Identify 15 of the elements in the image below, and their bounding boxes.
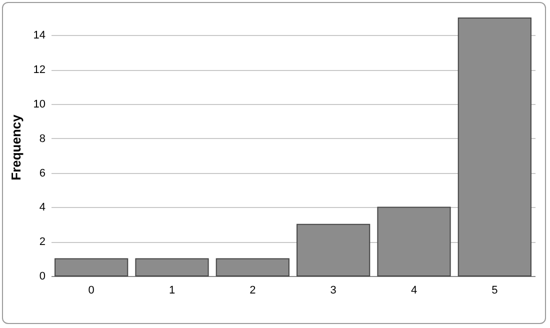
y-tick-label: 6 (39, 167, 46, 180)
x-tick-label: 1 (168, 284, 176, 296)
y-tick-label: 4 (39, 202, 46, 214)
y-tick-label: 2 (39, 236, 46, 248)
y-tick-label: 14 (33, 30, 46, 42)
y-tick-label: 12 (33, 64, 46, 76)
y-tick-label: 10 (33, 98, 46, 110)
x-tick-label: 0 (88, 284, 94, 296)
y-axis-title: Frequency (8, 114, 24, 180)
x-tick-label: 4 (410, 284, 418, 296)
y-tick-label: 8 (39, 132, 46, 145)
x-tick-label: 5 (492, 284, 498, 296)
x-tick-label: 2 (250, 284, 256, 296)
y-tick-label: 0 (39, 270, 46, 282)
x-tick-label: 3 (330, 284, 336, 296)
